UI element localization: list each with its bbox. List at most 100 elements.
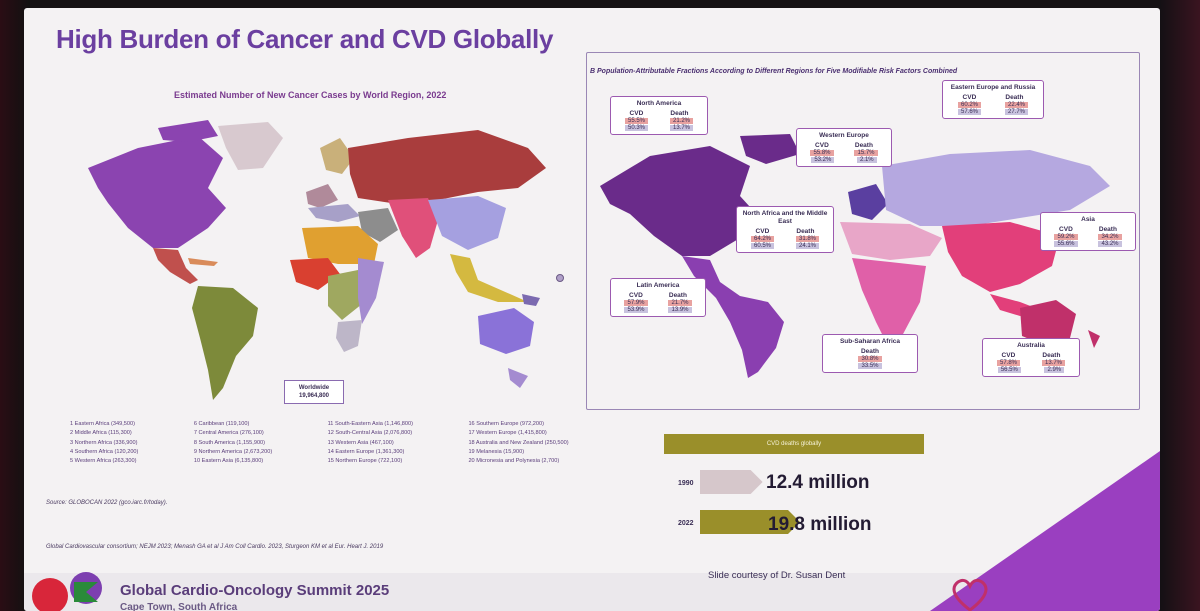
region-eastern-asia — [428, 196, 506, 250]
summit-location: Cape Town, South Africa — [120, 602, 238, 611]
slide-courtesy: Slide courtesy of Dr. Susan Dent — [708, 570, 846, 581]
source-citation: Source: GLOBOCAN 2022 (gco.iarc.fr/today… — [46, 500, 168, 506]
region-south-america — [192, 286, 258, 400]
region-name: Western Europe — [819, 132, 869, 139]
cvd-value: 53.9% — [624, 307, 648, 313]
cvd-value-2022: 19.8 million — [768, 514, 872, 535]
region-greenland — [218, 122, 283, 170]
region-name: Latin America — [636, 282, 680, 289]
cvd-header: CVD — [629, 110, 644, 117]
legend-column: 6 Caribbean (119,100) 7 Central America … — [194, 420, 314, 466]
cvd-value: 57.9% — [624, 300, 648, 306]
region-box-eastern-europe: Eastern Europe and Russia CVD Death 60.2%… — [942, 80, 1044, 119]
legend-item: 11 South-Eastern Asia (1,146,800) — [327, 421, 414, 427]
cvd-header: CVD — [815, 142, 829, 149]
cvd-value: 53.2% — [811, 157, 835, 163]
cancer-map-title: Estimated Number of New Cancer Cases by … — [174, 90, 447, 100]
region-northern-america — [88, 136, 226, 248]
death-value: 43.2% — [1098, 241, 1122, 247]
cvd-value: 57.6% — [957, 109, 981, 115]
region-western-asia — [358, 208, 398, 242]
legend-item: 2 Middle Africa (115,300) — [70, 430, 132, 437]
legend-item: 9 Northern America (2,673,200) — [193, 448, 273, 455]
legend-item: 19 Melanesia (15,900) — [468, 448, 525, 455]
slide-title: High Burden of Cancer and CVD Globally — [56, 24, 554, 54]
cvd-header: CVD — [1001, 352, 1016, 359]
summit-name: Global Cardio-Oncology Summit 2025 — [120, 582, 390, 599]
legend-item: 1 Eastern Africa (349,500) — [70, 421, 135, 427]
death-value: 15.7% — [854, 150, 878, 156]
death-value: 21.7% — [668, 300, 692, 306]
region-middle-africa — [328, 270, 362, 320]
region-southern-europe — [308, 204, 360, 222]
death-header: Death — [1042, 352, 1061, 359]
cvd-value: 55.6% — [1054, 241, 1078, 247]
risk-factor-panel-title: B Population-Attributable Fractions Acco… — [590, 68, 958, 75]
region-western-africa — [290, 258, 340, 290]
cvd-header: CVD — [629, 292, 643, 299]
death-header: Death — [860, 348, 880, 355]
region-box-latin-america: Latin America CVD Death 57.9% 21.7% 53.9% 1… — [610, 278, 706, 317]
death-value: 31.8% — [795, 236, 819, 242]
region-micronesia-marker — [556, 274, 564, 282]
region-name: North America — [636, 100, 682, 107]
summit-logo-icon — [32, 572, 102, 611]
death-value: 2.1% — [856, 157, 877, 163]
region-melanesia — [522, 294, 540, 306]
cancer-cases-world-map — [88, 120, 564, 400]
death-value: 30.8% — [858, 356, 882, 362]
death-value: 22.4% — [1004, 102, 1028, 108]
year-label-1990: 1990 — [678, 480, 694, 487]
cvd-value: 55.8% — [810, 150, 834, 156]
region-name: Asia — [1081, 216, 1095, 223]
death-value: 2.9% — [1044, 367, 1065, 373]
death-header: Death — [796, 228, 815, 235]
region-caribbean — [188, 258, 218, 266]
legend-item: 18 Australia and New Zealand (250,500) — [468, 439, 569, 446]
death-value: 34.2% — [1098, 234, 1122, 240]
cvd-bar-1990-arrow — [700, 470, 763, 494]
region-northern-europe — [320, 138, 354, 174]
region-box-australia: Australia CVD Death 57.8% 13.7% 56.5% 2.9% — [982, 338, 1080, 377]
legend-item: 10 Eastern Asia (6,135,800) — [193, 458, 264, 465]
cvd-deaths-header: CVD deaths globally — [664, 434, 924, 454]
legend-item: 15 Northern Europe (722,100) — [327, 458, 403, 465]
death-header: Death — [854, 142, 873, 149]
risk-factor-panel — [586, 52, 1140, 410]
risk-fraction-world-map — [600, 134, 1110, 378]
legend-item: 5 Western Africa (263,300) — [70, 458, 137, 465]
death-value: 13.9% — [668, 307, 692, 313]
legend-item: 7 Central America (276,100) — [193, 430, 264, 437]
death-value: 24.1% — [795, 243, 819, 249]
heart-logo-icon — [952, 578, 988, 611]
slide: High Burden of Cancer and CVD Globally E… — [24, 8, 1160, 611]
death-value: 33.5% — [858, 363, 882, 369]
death-value: 13.7% — [669, 125, 693, 131]
region-southern-africa — [336, 320, 362, 352]
region-eastern-africa — [358, 258, 384, 324]
legend-column: 1 Eastern Africa (349,500) 2 Middle Afri… — [70, 420, 180, 466]
region-central-america — [153, 248, 198, 284]
region-box-western-europe: Western Europe CVD Death 55.8% 15.7% 53.2%… — [796, 128, 892, 167]
death-header: Death — [670, 110, 689, 117]
region-south-eastern-asia — [450, 254, 528, 302]
cvd-bar-2022-arrow — [700, 510, 800, 534]
legend-item: 12 South-Central Asia (2,076,800) — [327, 430, 413, 437]
year-label-2022: 2022 — [678, 520, 694, 527]
cvd-header: CVD — [755, 228, 770, 235]
cvd-value: 60.5% — [750, 243, 774, 249]
legend-column: 16 Southern Europe (972,200) 17 Western … — [468, 420, 610, 466]
cvd-value: 50.3% — [624, 125, 648, 131]
cvd-value: 56.5% — [997, 367, 1021, 373]
region-box-asia: Asia CVD Death 59.2% 34.2% 55.6% 43.2% — [1040, 212, 1136, 251]
cvd-value: 60.2% — [957, 102, 981, 108]
legend-item: 20 Micronesia and Polynesia (2,700) — [468, 458, 560, 465]
region-australia — [478, 308, 534, 354]
screen-bezel-right — [1160, 0, 1200, 611]
region-eastern-europe — [348, 130, 546, 204]
cvd-bar-2022 — [700, 510, 800, 534]
references: Global Cardiovascular consortium; NEJM 2… — [46, 544, 384, 550]
legend-item: 14 Eastern Europe (1,361,300) — [327, 448, 405, 455]
region-box-sub-saharan-africa: Sub-Saharan Africa Death 30.8% 33.5% — [822, 334, 918, 373]
cvd-header: CVD — [962, 94, 977, 101]
